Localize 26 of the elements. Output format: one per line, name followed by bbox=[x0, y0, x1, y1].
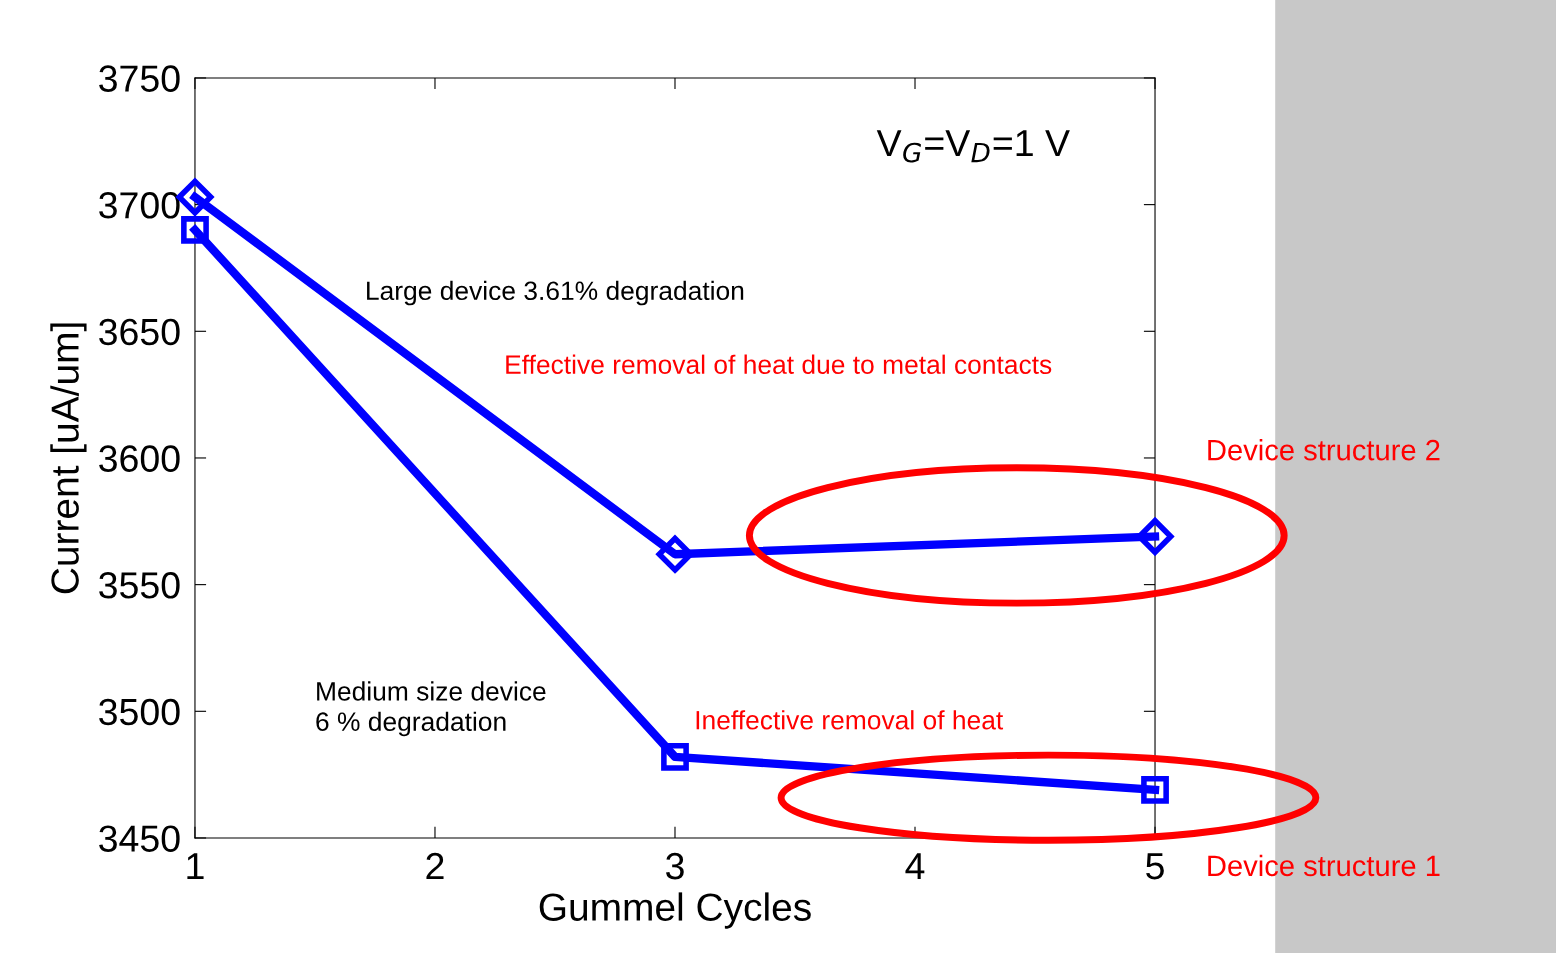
point bbox=[1136, 518, 1174, 555]
x-axis-title: Gummel Cycles bbox=[539, 892, 811, 929]
x-tick-label: 2 bbox=[426, 852, 444, 880]
x-tick-label: 5 bbox=[1146, 853, 1164, 880]
y-tick-label: 3500 bbox=[99, 698, 180, 726]
y-tick-label: 3650 bbox=[99, 318, 180, 346]
annotation: V$_{G}$=V$_{D}$=1 V bbox=[876, 130, 1070, 163]
x-tick-label: 4 bbox=[905, 853, 925, 880]
y-tick-label: 3750 bbox=[99, 65, 180, 92]
point bbox=[181, 216, 209, 244]
y-axis-title: Current [uA/um] bbox=[50, 323, 87, 594]
annotation: Effective removal of heat due to metal contacts bbox=[506, 354, 1052, 374]
x-tick-label: 3 bbox=[666, 852, 684, 880]
text: Device structure 2 bbox=[1208, 439, 1440, 461]
annotation: Ineffective removal of heat bbox=[696, 710, 1004, 730]
point bbox=[656, 535, 694, 573]
point bbox=[661, 743, 689, 771]
text: Device structure 1 bbox=[1208, 854, 1440, 877]
y-tick-label: 3700 bbox=[99, 192, 180, 219]
y-tick-label: 3450 bbox=[99, 825, 180, 852]
annotation: Large device 3.61% degradation bbox=[367, 280, 744, 306]
point bbox=[1141, 775, 1169, 804]
x-tick-label: 1 bbox=[187, 853, 204, 880]
y-tick-label: 3550 bbox=[99, 572, 180, 599]
annotation: Medium size device 6 % degradation bbox=[316, 681, 546, 737]
y-tick-label: 3600 bbox=[99, 445, 180, 472]
